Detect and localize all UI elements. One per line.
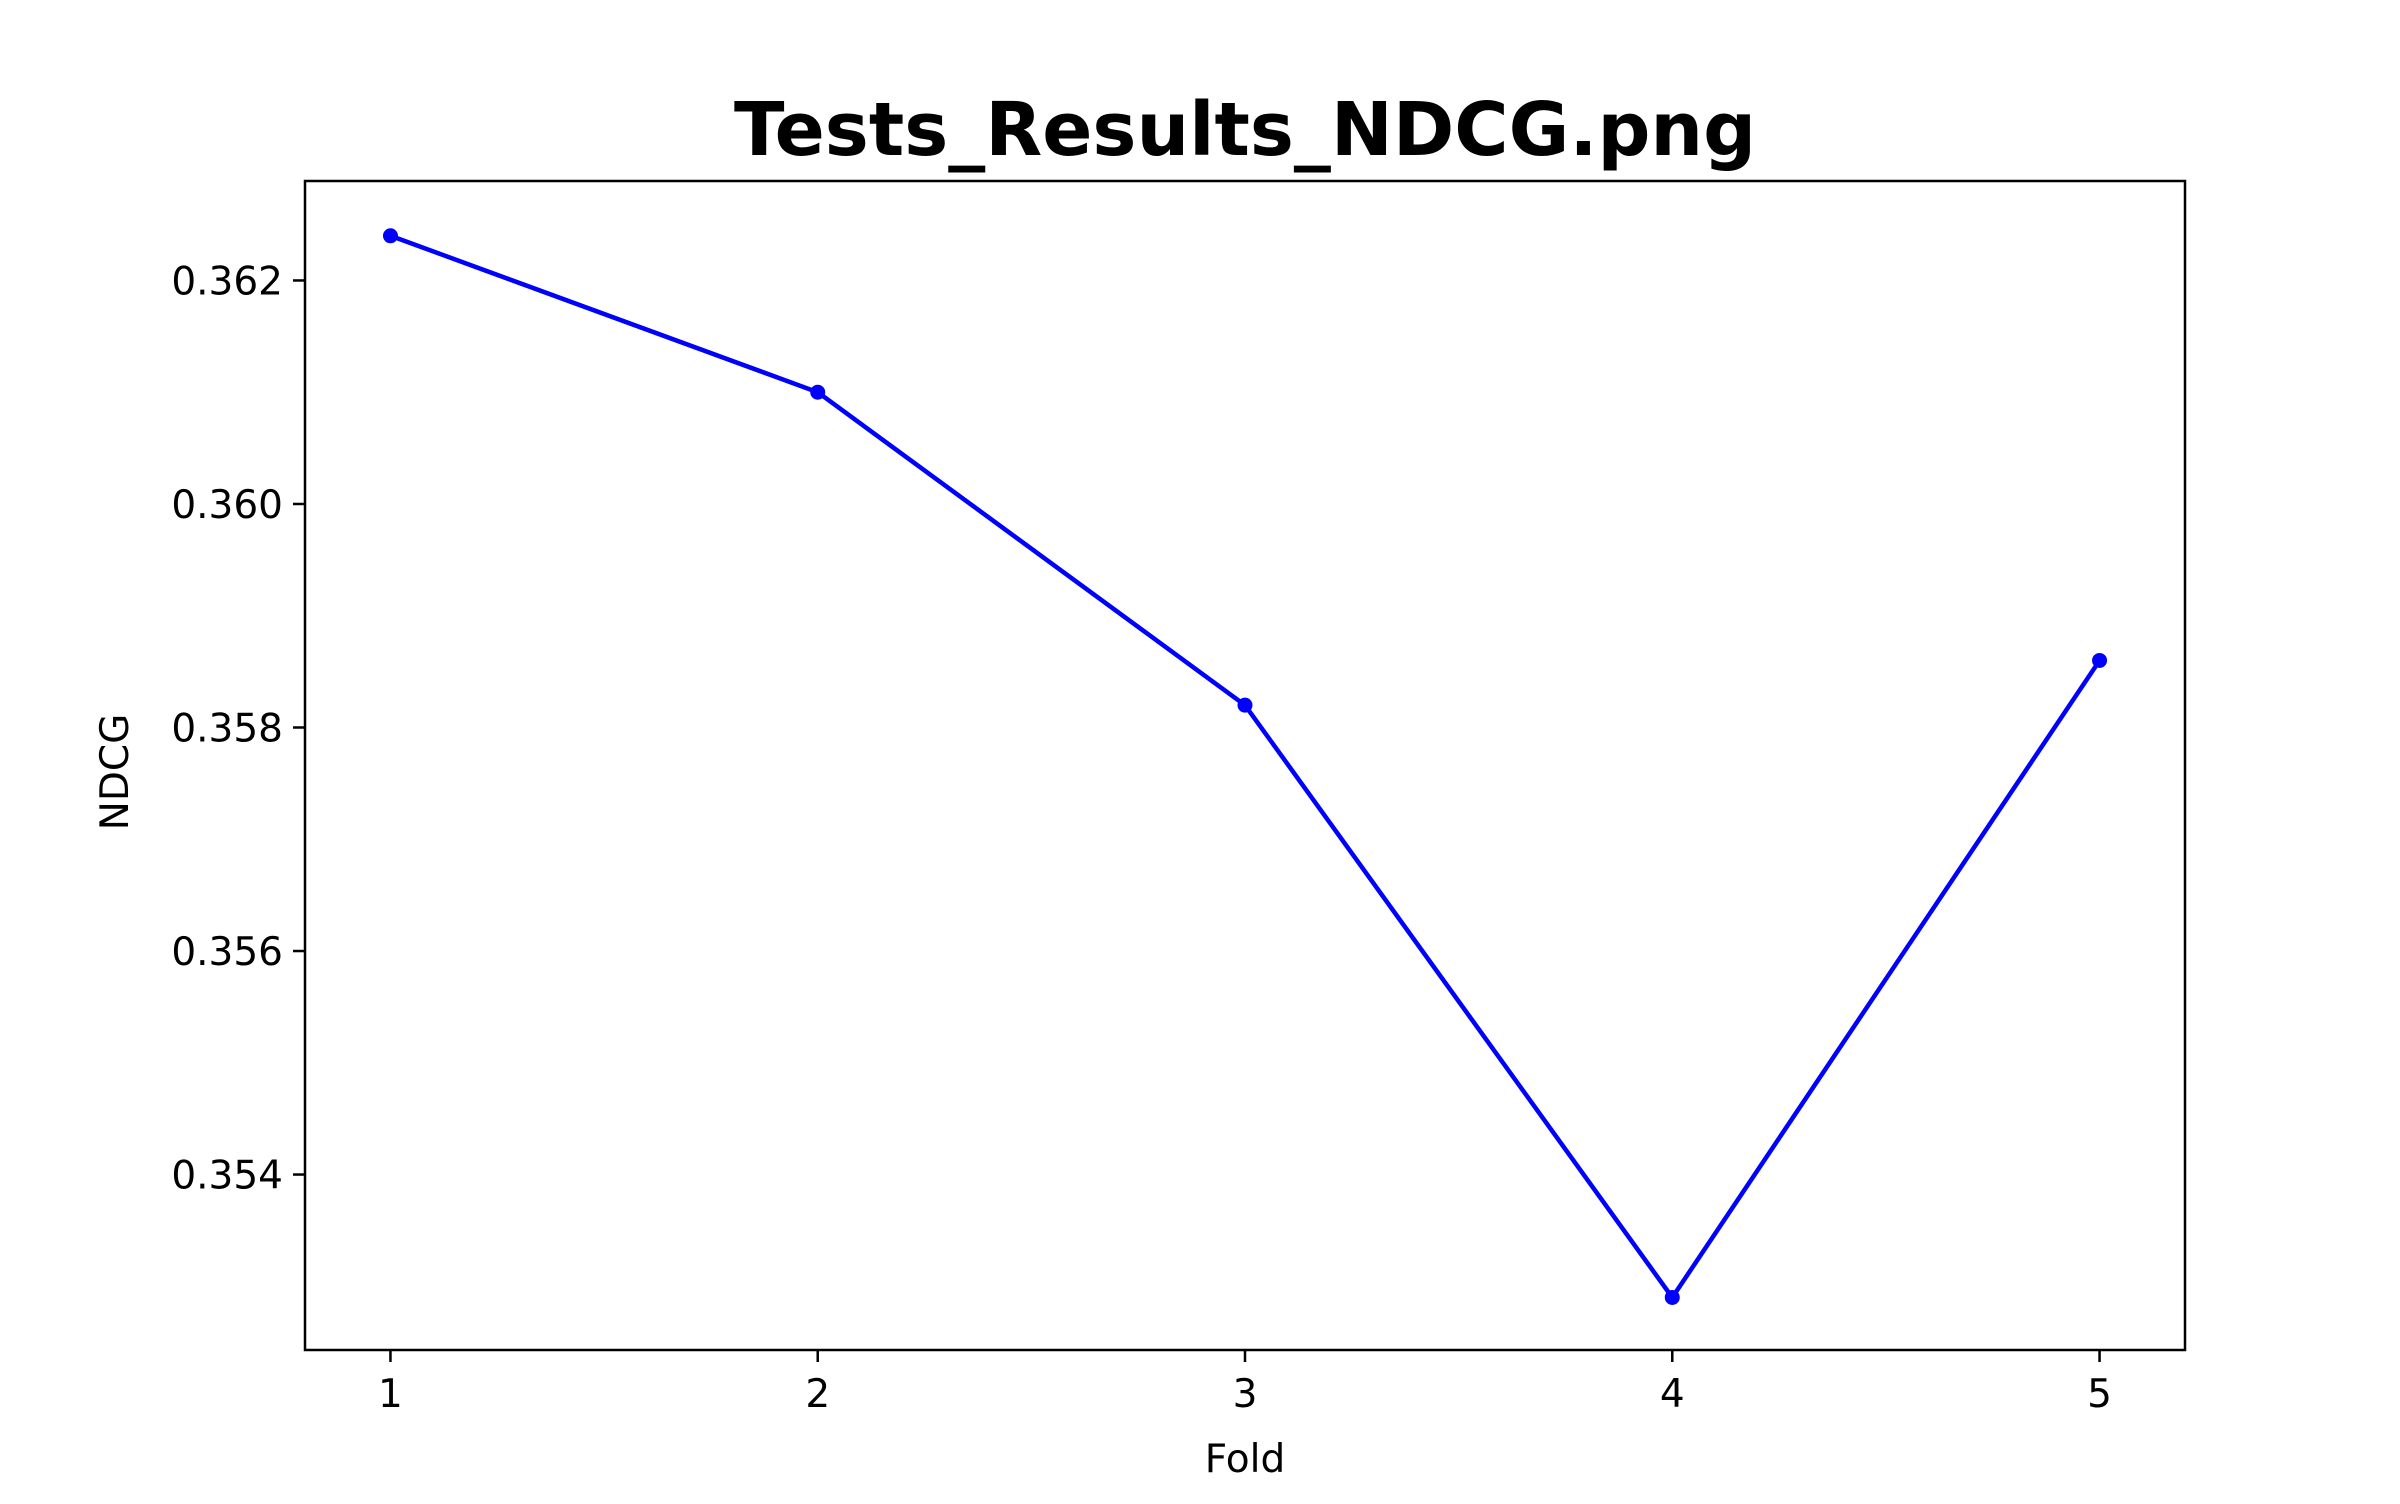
plot-area-frame	[303, 179, 2187, 1352]
x-tick-label: 4	[1660, 1372, 1685, 1417]
chart-title: Tests_Results_NDCG.png	[734, 87, 1756, 173]
data-point	[2092, 652, 2108, 668]
y-tick-label: 0.354	[171, 1154, 283, 1199]
y-tick-label: 0.358	[171, 707, 283, 752]
data-point	[382, 228, 398, 244]
data-point	[810, 384, 826, 400]
y-tick-label: 0.356	[171, 930, 283, 975]
series-line	[389, 233, 2102, 1300]
series-layer	[382, 228, 2108, 1305]
data-point	[1237, 697, 1253, 713]
x-tick-label: 2	[805, 1372, 830, 1417]
y-axis-ticks: 0.354 0.356 0.358 0.360 0.362	[171, 259, 305, 1199]
data-point	[1664, 1289, 1680, 1305]
y-axis-label: NDCG	[93, 714, 138, 831]
x-tick-label: 1	[378, 1372, 403, 1417]
x-axis-ticks: 1 2 3 4 5	[378, 1350, 2112, 1417]
y-tick-label: 0.360	[171, 483, 283, 528]
x-tick-label: 3	[1233, 1372, 1258, 1417]
x-tick-label: 5	[2087, 1372, 2112, 1417]
y-tick-label: 0.362	[171, 259, 283, 304]
x-axis-label: Fold	[1205, 1437, 1286, 1482]
